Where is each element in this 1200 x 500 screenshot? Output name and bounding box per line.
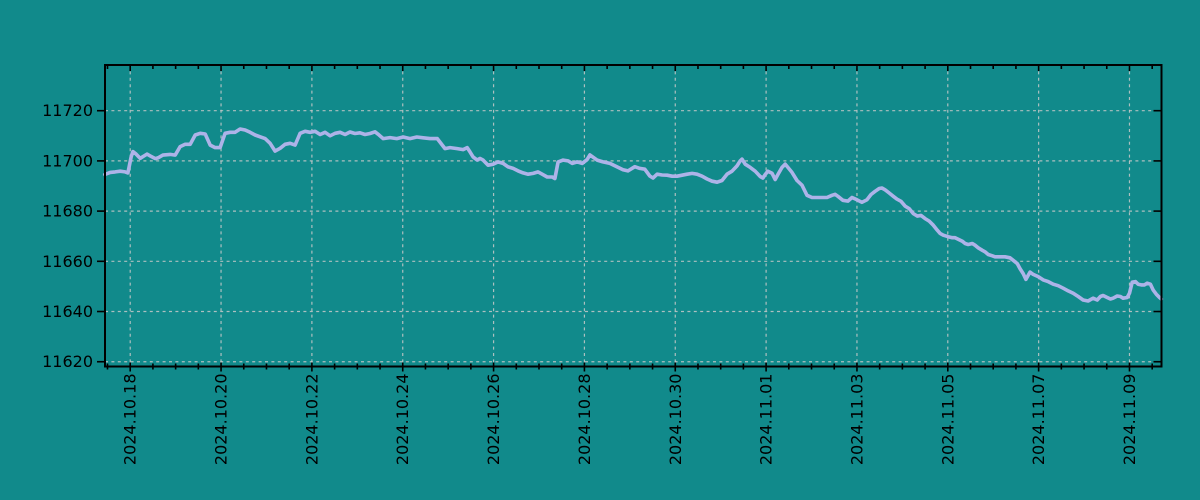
x-tick-label: 2024.11.03 xyxy=(847,374,866,466)
y-tick-label: 11640 xyxy=(42,302,93,321)
x-tick-label: 2024.10.28 xyxy=(575,374,594,466)
y-tick-label: 11620 xyxy=(42,352,93,371)
x-tick-label: 2024.10.18 xyxy=(121,374,140,466)
series-line-instances xyxy=(103,127,1164,303)
x-tick-label: 2024.11.01 xyxy=(757,374,776,466)
x-tick-label: 2024.11.07 xyxy=(1029,374,1048,466)
x-tick-label: 2024.10.22 xyxy=(302,374,321,466)
y-tick-label: 11680 xyxy=(42,202,93,221)
y-tick-label: 11660 xyxy=(42,252,93,271)
x-tick-label: 2024.10.24 xyxy=(393,374,412,466)
x-tick-label: 2024.10.30 xyxy=(666,374,685,466)
x-tick-label: 2024.10.26 xyxy=(484,374,503,466)
y-tick-label: 11700 xyxy=(42,151,93,170)
plot-border xyxy=(104,64,1163,368)
x-tick-label: 2024.11.05 xyxy=(938,374,957,466)
y-tick-label: 11720 xyxy=(42,101,93,120)
x-tick-label: 2024.10.20 xyxy=(212,374,231,466)
x-tick-label: 2024.11.09 xyxy=(1120,374,1139,466)
